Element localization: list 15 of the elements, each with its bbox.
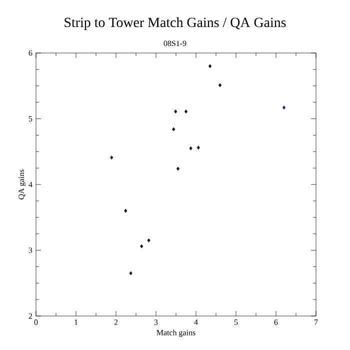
point [282, 106, 286, 110]
point [196, 146, 200, 150]
point [124, 208, 128, 213]
point [189, 146, 192, 150]
point [174, 110, 178, 114]
point [172, 127, 176, 132]
point [218, 83, 222, 88]
point [208, 64, 212, 68]
chart-title: Strip to Tower Match Gains / QA Gains [64, 17, 286, 30]
point [147, 238, 150, 242]
point [184, 110, 188, 114]
point [110, 156, 114, 160]
point [129, 271, 132, 276]
point [176, 166, 180, 171]
point [140, 244, 144, 248]
